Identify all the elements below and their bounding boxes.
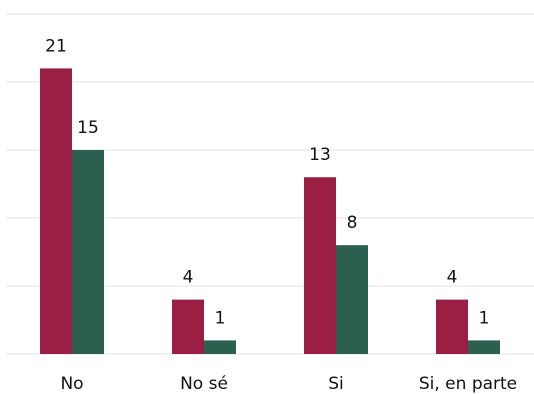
data-label: 1 [215,308,226,328]
bar [40,68,72,355]
data-label: 13 [309,145,331,165]
data-label: 4 [447,268,458,288]
bar [336,245,368,354]
data-label: 8 [347,213,358,233]
data-label: 4 [183,268,194,288]
data-label: 15 [77,118,99,138]
bar [468,340,500,354]
bar [72,150,104,354]
data-label: 1 [479,308,490,328]
data-label: 21 [45,36,67,56]
bar [304,177,336,354]
x-tick-label: No sé [180,374,228,394]
x-tick-label: No [60,374,83,394]
bar [204,340,236,354]
bar [172,299,204,354]
x-tick-label: Si [328,374,344,394]
bar [436,299,468,354]
x-tick-label: Si, en parte [419,374,517,394]
